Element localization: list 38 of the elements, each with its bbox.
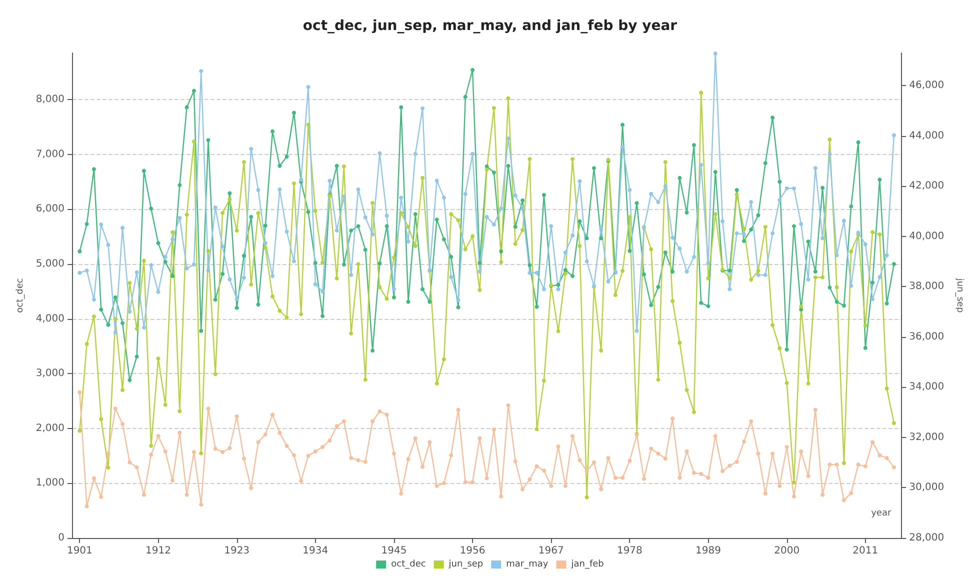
legend-label: jan_feb: [570, 560, 604, 570]
x-tick-label: 1923: [224, 546, 250, 556]
legend-label: jun_sep: [448, 560, 484, 570]
y2-tick-label: 42,000: [909, 180, 944, 192]
y-tick-label: 3,000: [36, 368, 65, 380]
y-tick-label: 8,000: [36, 94, 65, 106]
y2-tick-label: 34,000: [909, 382, 944, 393]
y-tick-label: 5,000: [36, 258, 65, 270]
y2-tick-label: 44,000: [909, 130, 944, 142]
y2-tick-label: 30,000: [909, 482, 944, 494]
y2-tick-label: 32,000: [909, 432, 944, 443]
y-tick-label: 2,000: [36, 422, 65, 434]
x-tick-label: 1967: [538, 546, 564, 556]
y2-tick-label: 40,000: [909, 230, 944, 242]
x-tick-label: 1912: [146, 546, 171, 556]
y-tick-label: 7,000: [36, 148, 65, 160]
y-tick-label: 0: [58, 532, 65, 544]
legend-label: oct_dec: [391, 560, 426, 570]
x-tick-label: 1978: [616, 546, 642, 556]
x-tick-label: 1934: [302, 546, 328, 556]
y-tick-label: 6,000: [36, 204, 65, 215]
y-tick-label: 1,000: [36, 478, 65, 489]
y2-tick-label: 36,000: [909, 331, 944, 342]
chart-title: oct_dec, jun_sep, mar_may, and jan_feb by year: [302, 18, 678, 34]
x-axis-title: year: [871, 508, 892, 518]
y-axis-title: oct_dec: [16, 278, 26, 313]
y2-tick-label: 38,000: [909, 281, 944, 292]
y-tick-label: 4,000: [36, 313, 65, 324]
x-tick-label: 1956: [460, 546, 486, 556]
x-tick-label: 1989: [696, 546, 721, 556]
x-tick-label: 2011: [852, 546, 878, 556]
y2-axis-title: jun_sep: [954, 277, 964, 313]
x-tick-label: 1901: [66, 546, 92, 556]
x-tick-label: 1945: [381, 546, 407, 556]
x-tick-label: 2000: [774, 546, 800, 556]
y2-tick-label: 28,000: [909, 532, 944, 544]
legend-label: mar_may: [506, 560, 549, 570]
y2-tick-label: 46,000: [909, 80, 944, 92]
